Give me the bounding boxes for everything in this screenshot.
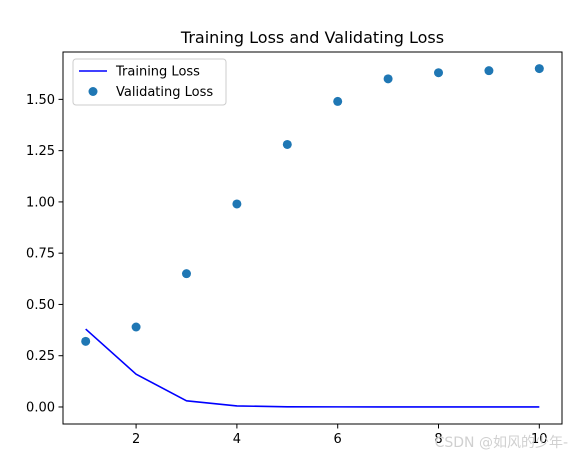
validating-loss-point xyxy=(282,139,292,149)
watermark: CSDN @如风的少年- xyxy=(435,435,568,451)
x-tick-label: 10 xyxy=(531,432,548,447)
legend-label: Validating Loss xyxy=(116,85,213,100)
validating-loss-point xyxy=(484,66,494,76)
axes: 2 4 6 8 10 0.00 0.25 0.50 0.75 1.00 1.25 1.50 xyxy=(26,51,563,447)
y-tick-label: 1.25 xyxy=(26,144,55,159)
validating-loss-point xyxy=(181,269,191,279)
validating-loss-point xyxy=(434,68,444,78)
validating-loss-point xyxy=(534,64,544,74)
plot-area xyxy=(81,64,544,408)
legend-label: Training Loss xyxy=(115,65,200,80)
validating-loss-point xyxy=(131,322,141,332)
legend: Training Loss Validating Loss xyxy=(72,58,227,106)
y-tick-label: 0.00 xyxy=(26,400,55,415)
axes-frame xyxy=(62,51,563,425)
validating-loss-point xyxy=(333,96,343,106)
validating-loss-point xyxy=(81,336,91,346)
y-tick-label: 1.00 xyxy=(26,195,55,210)
chart-title: Training Loss and Validating Loss xyxy=(180,28,444,47)
legend-box xyxy=(72,58,227,106)
legend-point-marker xyxy=(88,87,98,96)
y-tick-label: 0.75 xyxy=(26,247,55,262)
y-tick-label: 0.25 xyxy=(26,349,55,364)
x-tick-label: 4 xyxy=(233,432,241,447)
y-tick-label: 0.50 xyxy=(26,298,55,313)
x-tick-label: 8 xyxy=(434,432,442,447)
x-tick-label: 2 xyxy=(132,432,140,447)
validating-loss-point xyxy=(232,199,242,209)
x-tick-label: 6 xyxy=(334,432,342,447)
validating-loss-point xyxy=(383,74,393,84)
training-loss-line xyxy=(85,328,540,408)
y-tick-label: 1.50 xyxy=(26,93,55,108)
